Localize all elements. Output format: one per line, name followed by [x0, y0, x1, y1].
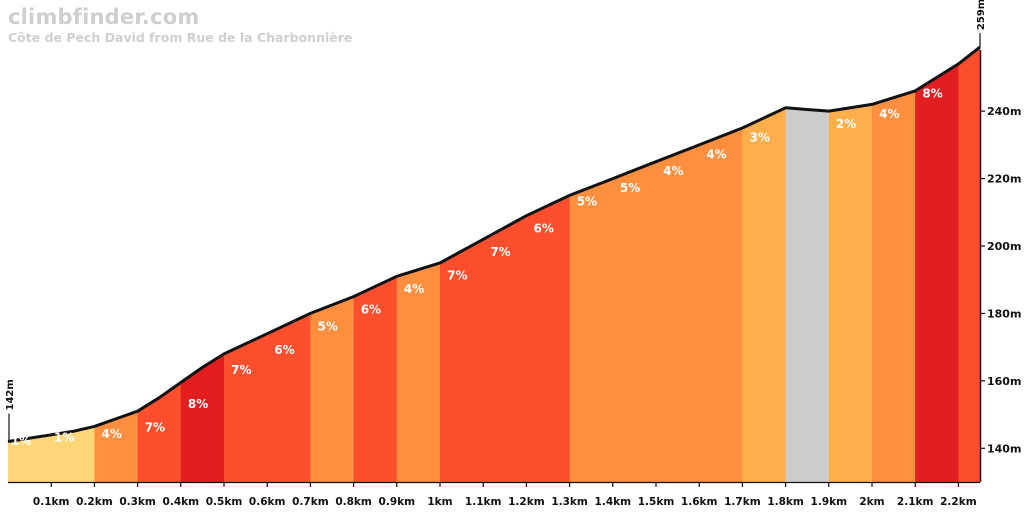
gradient-label: 6%: [361, 302, 381, 316]
gradient-label: 6%: [534, 222, 554, 236]
y-tick-label: 240m: [987, 105, 1021, 118]
x-tick-label: 0.9km: [379, 496, 416, 508]
gradient-label: 1%: [54, 431, 74, 445]
y-tick-label: 160m: [987, 375, 1021, 388]
gradient-segment: [828, 47, 873, 482]
x-tick-label: 1.7km: [724, 496, 761, 508]
gradient-segment: [310, 47, 354, 482]
x-tick-label: 0.1km: [33, 496, 70, 508]
gradient-segment: [8, 47, 95, 482]
gradient-label: 1%: [11, 434, 31, 448]
gradient-label: 7%: [231, 363, 251, 377]
x-tick-label: 1.9km: [811, 496, 848, 508]
chart-title: Côte de Pech David from Rue de la Charbo…: [8, 30, 353, 45]
x-tick-label: 1.8km: [767, 496, 804, 508]
x-tick-label: 2.2km: [940, 496, 977, 508]
x-axis: 0.1km 0.2km 0.3km 0.4km 0.5km 0.6km 0.7km 0.8km…: [8, 481, 980, 508]
gradient-label: 8%: [922, 87, 942, 101]
gradient-label: 5%: [577, 195, 597, 209]
gradient-label: 4%: [102, 427, 122, 441]
gradient-segments: [8, 47, 980, 482]
y-tick-label: 140m: [987, 442, 1021, 455]
start-elevation-label: 142m: [5, 379, 16, 410]
gradient-label: 6%: [274, 343, 294, 357]
x-tick-label: 2.1km: [897, 496, 934, 508]
x-tick-label: 2km: [859, 496, 884, 508]
elevation-profile-line: [7, 45, 981, 443]
gradient-segment: [742, 47, 786, 482]
gradient-segment: [353, 47, 398, 482]
gradient-label: 7%: [490, 245, 510, 259]
x-tick-label: 0.5km: [206, 496, 243, 508]
x-tick-label: 1km: [427, 496, 452, 508]
y-tick-label: 220m: [987, 173, 1021, 186]
gradient-segment: [958, 47, 980, 482]
gradient-segment: [94, 47, 138, 482]
gradient-label: 4%: [404, 282, 424, 296]
gradient-label: 3%: [750, 131, 770, 145]
gradient-label: 7%: [145, 420, 165, 434]
x-tick-label: 1.5km: [638, 496, 675, 508]
gradient-label: 5%: [318, 319, 338, 333]
y-tick-label: 180m: [987, 307, 1021, 320]
y-tick-label: 200m: [987, 240, 1021, 253]
gradient-segment: [440, 47, 570, 482]
y-axis: 140m 160m 180m 200m 220m 240m: [979, 50, 1021, 482]
gradient-label: 4%: [879, 107, 899, 121]
x-tick-label: 0.3km: [119, 496, 156, 508]
x-tick-label: 1.3km: [551, 496, 588, 508]
x-tick-label: 0.8km: [335, 496, 372, 508]
gradient-label: 8%: [188, 397, 208, 411]
gradient-label: 4%: [663, 164, 683, 178]
gradient-segment: [224, 47, 311, 482]
gradient-segment: [396, 47, 441, 482]
x-tick-label: 1.4km: [595, 496, 632, 508]
gradient-label: 2%: [836, 117, 856, 131]
endpoint-markers: 142m 259m: [5, 0, 987, 442]
site-logo-text: climbfinder.com: [8, 5, 200, 29]
x-tick-label: 1.6km: [681, 496, 718, 508]
gradient-labels: 1% 1% 4% 7% 8% 7% 6% 5% 6% 4% 7% 7% 6% 5% 5% 4% 4% 3% 2% 4%…: [11, 87, 943, 448]
x-tick-label: 0.4km: [163, 496, 200, 508]
end-elevation-label: 259m: [976, 0, 987, 30]
gradient-segment: [569, 47, 743, 482]
gradient-label: 7%: [447, 269, 467, 283]
x-tick-label: 1.2km: [508, 496, 545, 508]
x-tick-label: 0.6km: [249, 496, 286, 508]
x-tick-label: 0.2km: [76, 496, 113, 508]
gradient-segment: [137, 47, 182, 482]
gradient-label: 5%: [620, 181, 640, 195]
gradient-segment: [872, 47, 916, 482]
gradient-label: 4%: [706, 147, 726, 161]
gradient-segment: [785, 47, 830, 482]
gradient-segment: [915, 47, 959, 482]
x-tick-label: 0.7km: [292, 496, 329, 508]
x-tick-label: 1.1km: [465, 496, 502, 508]
